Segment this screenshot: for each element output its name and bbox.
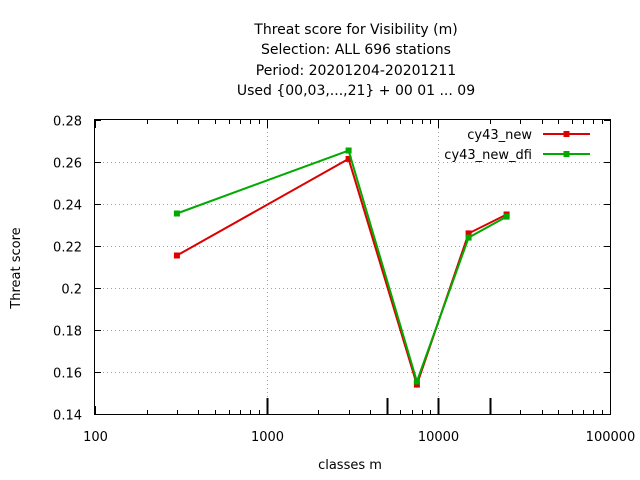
plot-frame <box>94 119 611 415</box>
y-tick-label: 0.16 <box>53 367 82 382</box>
axis-ticks <box>95 120 611 415</box>
y-tick-label: 0.26 <box>53 157 82 172</box>
title-line-3: Period: 20201204-20201211 <box>256 63 456 79</box>
data-point <box>345 155 352 162</box>
chart-title: Threat score for Visibility (m) Selectio… <box>237 22 475 99</box>
x-tick-label: 10000 <box>418 430 459 445</box>
data-point <box>345 147 352 154</box>
y-tick-label: 0.18 <box>53 325 82 340</box>
legend-label: cy43_new <box>467 128 532 143</box>
data-point <box>173 210 180 217</box>
x-tick-label: 100000 <box>586 430 636 445</box>
series-cy43_new <box>173 155 510 388</box>
legend-label: cy43_new_dfi <box>444 148 532 163</box>
data-point <box>503 213 510 220</box>
title-line-2: Selection: ALL 696 stations <box>261 42 451 58</box>
class-marks <box>266 398 492 414</box>
x-tick-labels: 100 1000 10000 100000 <box>83 430 635 445</box>
data-point <box>465 230 472 237</box>
y-tick-label: 0.22 <box>53 241 82 256</box>
series <box>173 147 510 388</box>
y-tick-label: 0.28 <box>53 115 82 130</box>
legend: cy43_new cy43_new_dfi <box>444 128 590 163</box>
data-point <box>413 381 420 388</box>
x-tick-label: 1000 <box>251 430 284 445</box>
legend-marker <box>563 151 570 157</box>
title-line-4: Used {00,03,...,21} + 00 01 ... 09 <box>237 83 475 99</box>
y-tick-label: 0.14 <box>53 409 82 424</box>
y-axis-label: Threat score <box>9 227 24 309</box>
series-cy43_new_dfi <box>173 147 510 385</box>
legend-marker <box>563 131 570 137</box>
title-line-1: Threat score for Visibility (m) <box>253 22 457 38</box>
x-tick-label: 100 <box>83 430 108 445</box>
y-tick-label: 0.24 <box>53 199 82 214</box>
data-point <box>173 252 180 259</box>
data-point <box>465 234 472 241</box>
x-axis-label: classes m <box>318 458 382 473</box>
grid <box>95 120 610 414</box>
y-tick-label: 0.2 <box>61 283 82 298</box>
data-point <box>413 378 420 385</box>
y-tick-labels: 0.14 0.16 0.18 0.2 0.22 0.24 0.26 0.28 <box>53 115 82 424</box>
